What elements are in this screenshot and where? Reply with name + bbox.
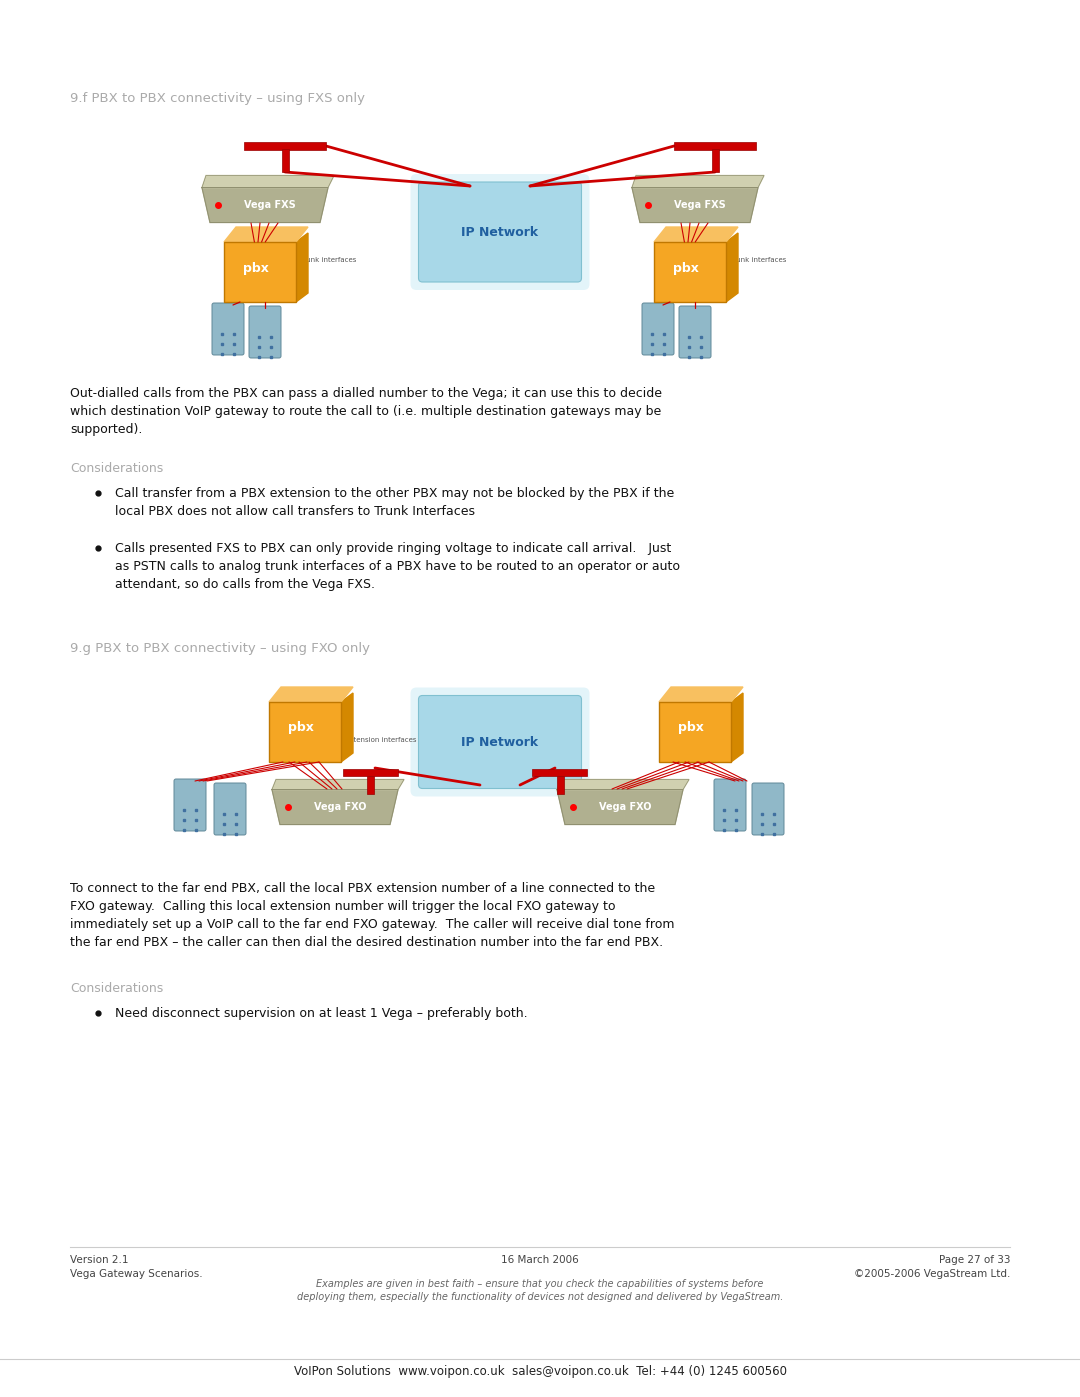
Polygon shape [272, 780, 404, 789]
Polygon shape [202, 176, 334, 187]
Text: IP Network: IP Network [461, 225, 539, 239]
Text: Trunk interfaces: Trunk interfaces [730, 257, 786, 263]
Text: Vega FXS: Vega FXS [244, 200, 296, 210]
Polygon shape [272, 789, 399, 824]
Bar [712, 149, 718, 172]
Text: Out-dialled calls from the PBX can pass a dialled number to the Vega; it can use: Out-dialled calls from the PBX can pass … [70, 387, 662, 436]
Polygon shape [202, 187, 328, 222]
FancyBboxPatch shape [659, 703, 731, 761]
Polygon shape [341, 693, 353, 761]
FancyBboxPatch shape [212, 303, 244, 355]
Text: 9.g PBX to PBX connectivity – using FXO only: 9.g PBX to PBX connectivity – using FXO … [70, 643, 370, 655]
FancyBboxPatch shape [714, 780, 746, 831]
Text: 9.f PBX to PBX connectivity – using FXS only: 9.f PBX to PBX connectivity – using FXS … [70, 92, 365, 105]
Text: pbx: pbx [243, 261, 269, 274]
Polygon shape [632, 176, 764, 187]
FancyBboxPatch shape [679, 306, 711, 358]
FancyBboxPatch shape [174, 780, 206, 831]
Text: Vega FXS: Vega FXS [674, 200, 726, 210]
FancyBboxPatch shape [642, 303, 674, 355]
FancyBboxPatch shape [224, 242, 296, 302]
Text: Need disconnect supervision on at least 1 Vega – preferably both.: Need disconnect supervision on at least … [114, 1007, 528, 1020]
Bar [342, 768, 397, 775]
Bar [556, 775, 564, 793]
Polygon shape [557, 789, 683, 824]
Bar [244, 142, 326, 149]
Text: Calls presented FXS to PBX can only provide ringing voltage to indicate call arr: Calls presented FXS to PBX can only prov… [114, 542, 680, 591]
Bar [366, 775, 374, 793]
FancyBboxPatch shape [654, 242, 726, 302]
Polygon shape [224, 226, 308, 242]
Text: IP Network: IP Network [461, 735, 539, 749]
Text: VoIPon Solutions  www.voipon.co.uk  sales@voipon.co.uk  Tel: +44 (0) 1245 600560: VoIPon Solutions www.voipon.co.uk sales@… [294, 1365, 786, 1377]
Polygon shape [557, 780, 689, 789]
Text: pbx: pbx [678, 721, 704, 735]
FancyBboxPatch shape [410, 687, 590, 796]
Polygon shape [659, 687, 743, 703]
Bar [532, 768, 588, 775]
Text: Call transfer from a PBX extension to the other PBX may not be blocked by the PB: Call transfer from a PBX extension to th… [114, 488, 674, 518]
Text: 16 March 2006: 16 March 2006 [501, 1255, 579, 1266]
Polygon shape [269, 687, 353, 703]
Text: Considerations: Considerations [70, 462, 163, 475]
Text: Considerations: Considerations [70, 982, 163, 995]
Text: Version 2.1
Vega Gateway Scenarios.: Version 2.1 Vega Gateway Scenarios. [70, 1255, 203, 1280]
Polygon shape [296, 233, 308, 302]
FancyBboxPatch shape [418, 696, 581, 788]
FancyBboxPatch shape [410, 175, 590, 291]
Bar [674, 142, 756, 149]
Bar [282, 149, 288, 172]
FancyBboxPatch shape [249, 306, 281, 358]
FancyBboxPatch shape [269, 703, 341, 761]
Text: To connect to the far end PBX, call the local PBX extension number of a line con: To connect to the far end PBX, call the … [70, 882, 675, 949]
Polygon shape [654, 226, 738, 242]
Text: pbx: pbx [673, 261, 699, 274]
Text: Vega FXO: Vega FXO [598, 802, 651, 812]
Polygon shape [632, 187, 758, 222]
FancyBboxPatch shape [752, 782, 784, 835]
Polygon shape [726, 233, 738, 302]
FancyBboxPatch shape [214, 782, 246, 835]
Text: Extension interfaces: Extension interfaces [345, 738, 417, 743]
Polygon shape [731, 693, 743, 761]
Text: Examples are given in best faith – ensure that you check the capabilities of sys: Examples are given in best faith – ensur… [297, 1280, 783, 1302]
Text: pbx: pbx [288, 721, 314, 735]
Text: Vega FXO: Vega FXO [314, 802, 366, 812]
Text: Trunk interfaces: Trunk interfaces [300, 257, 356, 263]
FancyBboxPatch shape [418, 182, 581, 282]
Text: Page 27 of 33
©2005-2006 VegaStream Ltd.: Page 27 of 33 ©2005-2006 VegaStream Ltd. [853, 1255, 1010, 1280]
